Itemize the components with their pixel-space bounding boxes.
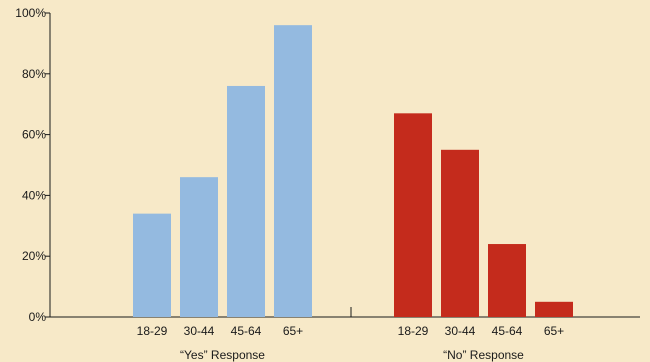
group-label: “No” Response [443,348,524,362]
y-tick-label: 80% [22,67,46,81]
bar [274,25,312,317]
group-labels: “Yes” Response “No” Response [180,348,524,362]
bar [133,213,171,317]
y-tick-label: 0% [29,310,47,324]
bar [535,301,573,317]
bar [488,244,526,317]
category-label: 18-29 [137,324,168,338]
category-label: 30-44 [184,324,215,338]
category-label: 30-44 [445,324,476,338]
category-label: 45-64 [492,324,523,338]
category-labels: 18-29 30-44 45-64 65+ 18-29 30-44 45-64 65+ [137,324,565,338]
group-label: “Yes” Response [180,348,265,362]
bar [180,177,218,317]
bars [133,25,573,318]
bar [227,85,265,318]
y-tick-label: 100% [15,6,46,20]
category-label: 65+ [544,324,564,338]
y-tick-label: 20% [22,249,46,263]
bar [394,113,432,317]
y-tick-label: 60% [22,128,46,142]
category-label: 18-29 [398,324,429,338]
bar [441,149,479,317]
category-label: 45-64 [231,324,262,338]
y-axis-ticks: 0% 20% 40% 60% 80% 100% [15,6,50,324]
category-label: 65+ [283,324,303,338]
y-tick-label: 40% [22,188,46,202]
